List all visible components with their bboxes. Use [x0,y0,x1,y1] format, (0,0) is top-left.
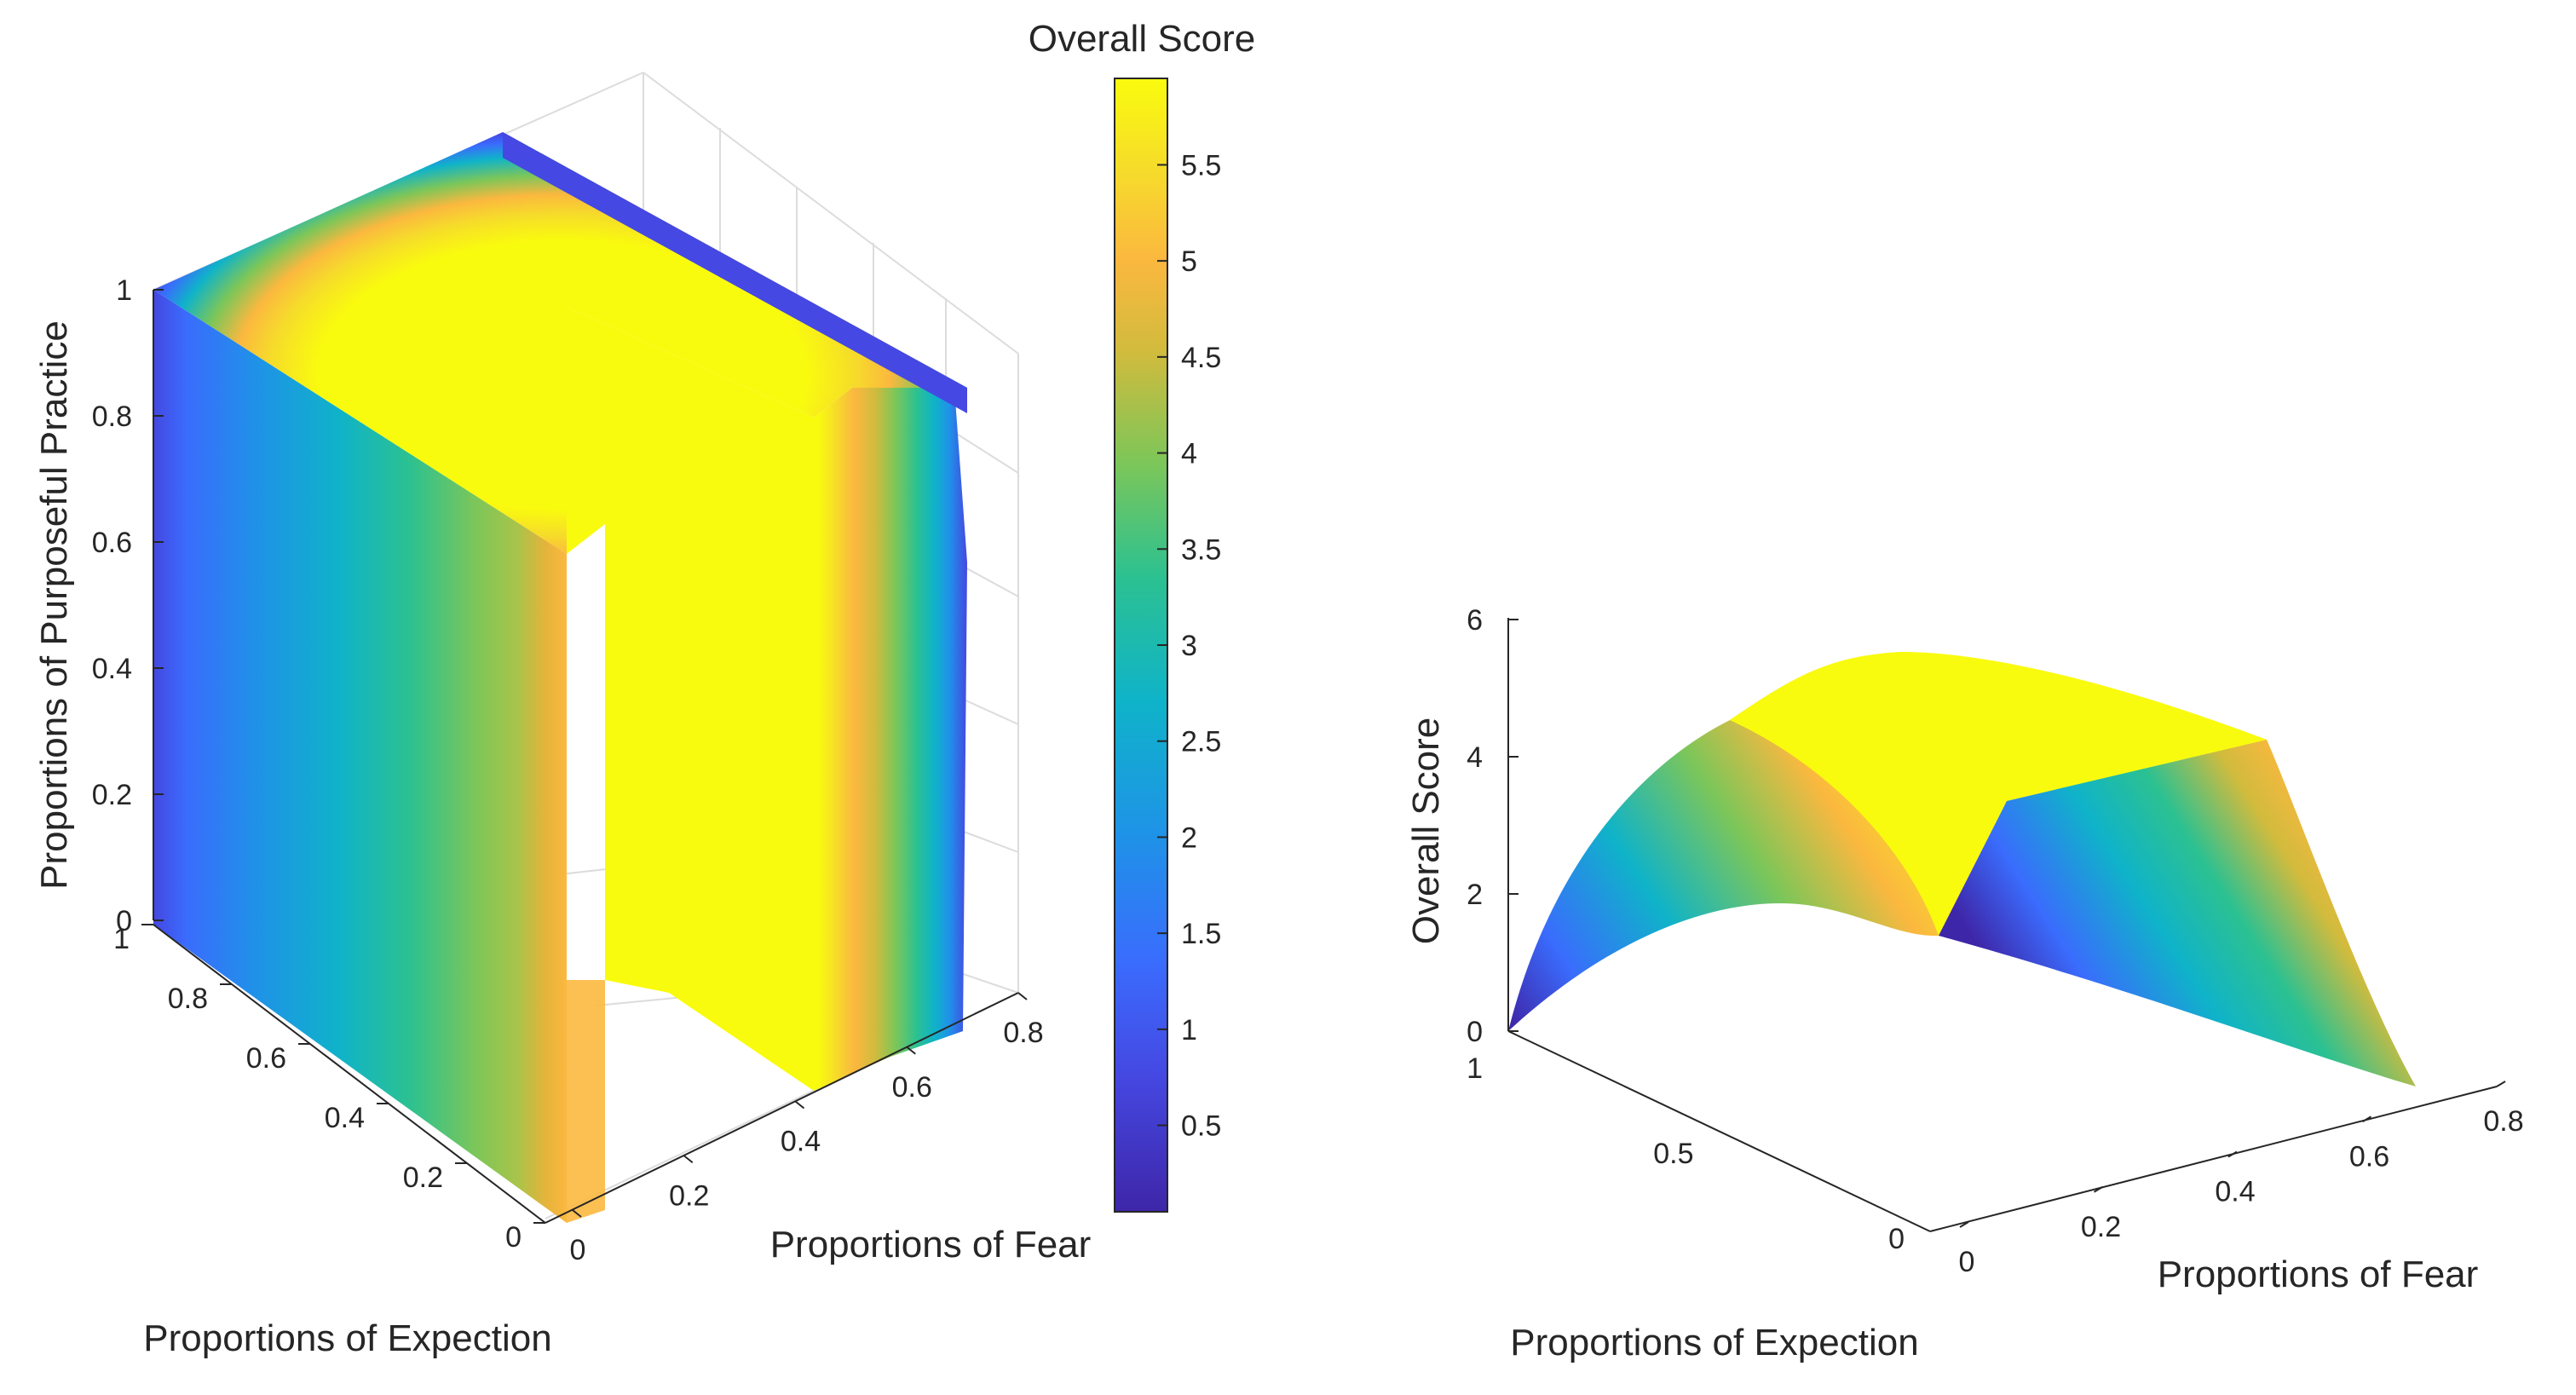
slice-y-tick: 0.8 [1003,1017,1043,1049]
slice-x-tick: 0.8 [168,983,208,1015]
surface-z-tick: 2 [1467,879,1483,911]
slice-z-axis: 0 0.2 0.4 0.6 0.8 1 Proportions of Purposeful… [33,274,164,937]
colorbar-tick: 5 [1181,245,1197,278]
slice-x-tick: 0 [505,1221,522,1254]
slice-y-tick-mark [1017,992,1028,1000]
surface-x-axis: 0 0.5 1 Proportions of Expection [1467,1030,1931,1363]
surface-y-tick: 0.6 [2349,1140,2389,1173]
slice-z-tick: 1 [116,274,132,307]
slice-z-tick: 0.4 [92,653,132,685]
colorbar-tick: 1 [1181,1014,1197,1046]
surface-y-tick: 0.8 [2483,1105,2523,1138]
slice-y-axis: 0 0.2 0.4 0.6 0.8 Proportions of Fear [545,992,1092,1266]
slice-y-tick: 0.4 [781,1126,821,1158]
slice-top-face [153,132,967,554]
surface-z-axis: 0 2 4 6 Overall Score [1405,604,1519,1048]
surface-x-tick: 1 [1467,1052,1483,1085]
slice-x-tick: 0.6 [246,1042,286,1075]
slice-left-face [153,290,567,1223]
surface-z-axis-label: Overall Score [1405,718,1447,945]
slice-y-tick-mark [906,1046,916,1055]
surface-y-axis-label: Proportions of Fear [2158,1254,2479,1295]
surface-y-tick-mark [2093,1185,2104,1193]
slice-x-tick: 0.2 [403,1162,443,1194]
surface-y-tick: 0.4 [2215,1176,2255,1208]
surface-y-tick: 0 [1959,1246,1975,1278]
surface-y-tick-mark [2361,1115,2372,1123]
surface-z-tick: 4 [1467,741,1483,774]
surface-z-tick: 0 [1467,1016,1483,1048]
slice-y-tick: 0.6 [892,1071,932,1104]
slice-chart: 0 0.2 0.4 0.6 0.8 1 Proportions of Purposeful… [33,18,1255,1359]
surface-z-tick: 6 [1467,604,1483,637]
slice-x-tick: 1 [113,923,130,955]
slice-y-axis-label: Proportions of Fear [770,1224,1092,1265]
slice-y-tick-mark [572,1209,582,1218]
surface-y-tick-mark [2496,1081,2506,1087]
colorbar: 0.5 1 1.5 2 2.5 3 3.5 4 4.5 5 5.5 Overall Score [1029,18,1256,1213]
surface-y-tick-mark [1959,1221,1969,1228]
colorbar-tick: 2 [1181,821,1197,854]
slice-y-tick-mark [683,1155,694,1164]
slice-x-axis-label: Proportions of Expection [143,1317,551,1359]
colorbar-tick: 4.5 [1181,342,1221,374]
slice-y-tick-mark [794,1100,805,1110]
surface-top-face [1730,652,2267,936]
slice-z-axis-label: Proportions of Purposeful Practice [33,320,75,890]
surface-y-tick-mark [2227,1150,2238,1158]
slice-z-tick: 0.2 [92,779,132,811]
colorbar-tick: 2.5 [1181,726,1221,758]
slice-x-tick: 0.4 [325,1102,365,1134]
slice-z-tick: 0 [116,905,132,937]
colorbar-tick: 3.5 [1181,533,1221,566]
slice-serrated-edge [503,132,967,413]
colorbar-title: Overall Score [1029,18,1256,60]
slice-x-axis: 0 0.2 0.4 0.6 0.8 1 Proportions of Expection [113,923,552,1359]
surface-x-tick: 0 [1888,1223,1905,1255]
surface-x-axis-label: Proportions of Expection [1510,1322,1918,1363]
colorbar-tick: 4 [1181,438,1197,470]
slice-z-tick: 0.8 [92,401,132,433]
colorbar-tick: 1.5 [1181,918,1221,950]
slice-z-tick: 0.6 [92,527,132,559]
surface-right-face [1939,740,2416,1087]
surface-y-tick: 0.2 [2081,1211,2121,1243]
slice-inner-face [567,307,814,1091]
slice-y-tick: 0 [570,1234,586,1266]
surface-x-tick: 0.5 [1653,1138,1693,1170]
colorbar-tick: 5.5 [1181,149,1221,182]
surface-chart: 0 2 4 6 Overall Score 0 0.5 1 Proportions of … [1405,604,2524,1363]
slice-y-tick: 0.2 [669,1179,709,1212]
slice-bottom-strip [567,980,605,1223]
colorbar-tick: 0.5 [1181,1110,1221,1143]
surface-y-axis: 0 0.2 0.4 0.6 0.8 Proportions of Fear [1929,1081,2524,1295]
colorbar-tick: 3 [1181,630,1197,662]
slice-right-face [814,388,967,1091]
